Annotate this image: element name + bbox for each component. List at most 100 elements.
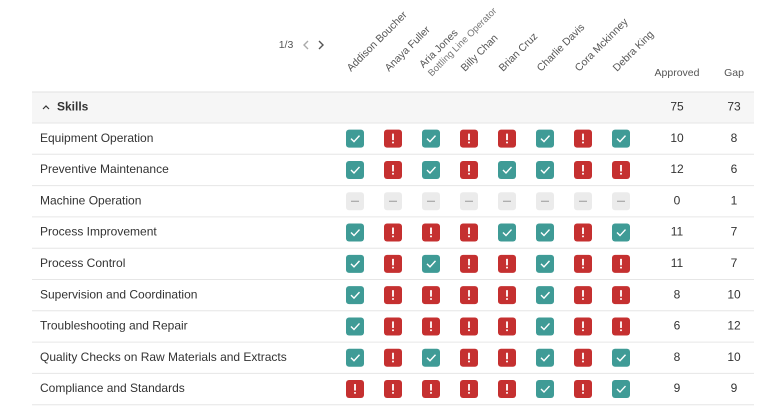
alert-dot [506, 360, 508, 363]
status-icon[interactable] [536, 192, 554, 211]
status-icon[interactable] [346, 380, 364, 399]
status-icon[interactable] [460, 160, 478, 179]
status-icon[interactable] [422, 254, 440, 273]
status-icon[interactable] [612, 192, 630, 211]
alert-dot [620, 172, 622, 175]
status-icon[interactable] [612, 160, 630, 179]
status-icon[interactable] [574, 160, 592, 179]
status-icon[interactable] [574, 254, 592, 273]
alert-bar [354, 384, 356, 391]
status-icon[interactable] [384, 380, 402, 399]
status-icon[interactable] [422, 223, 440, 242]
status-icon[interactable] [422, 160, 440, 179]
status-icon[interactable] [574, 286, 592, 305]
status-icon[interactable] [536, 254, 554, 273]
status-icon[interactable] [384, 317, 402, 336]
status-icon[interactable] [384, 223, 402, 242]
status-icon[interactable] [422, 380, 440, 399]
status-icon[interactable] [346, 348, 364, 367]
status-icon[interactable] [536, 317, 554, 336]
status-icon[interactable] [612, 254, 630, 273]
alert-bar [468, 384, 470, 391]
status-icon[interactable] [498, 380, 516, 399]
status-icon[interactable] [536, 160, 554, 179]
status-icon[interactable] [346, 223, 364, 242]
status-icon[interactable] [346, 317, 364, 336]
status-icon[interactable] [574, 129, 592, 148]
status-icon[interactable] [346, 286, 364, 305]
status-box [498, 223, 516, 242]
person-header[interactable]: Brian Cruz [497, 31, 541, 75]
status-icon[interactable] [536, 223, 554, 242]
status-icon[interactable] [460, 317, 478, 336]
status-icon[interactable] [498, 348, 516, 367]
status-icon[interactable] [422, 192, 440, 211]
status-icon[interactable] [460, 223, 478, 242]
status-icon[interactable] [536, 380, 554, 399]
status-icon[interactable] [346, 129, 364, 148]
status-icon[interactable] [612, 223, 630, 242]
status-box [536, 129, 554, 148]
alert-dot [430, 297, 432, 300]
status-icon[interactable] [384, 192, 402, 211]
status-box [422, 129, 440, 148]
status-icon[interactable] [612, 286, 630, 305]
alert-dot [582, 141, 584, 144]
alert-dot [506, 297, 508, 300]
status-icon[interactable] [460, 380, 478, 399]
alert-bar [582, 227, 584, 235]
status-icon[interactable] [384, 160, 402, 179]
alert-dot [392, 172, 394, 175]
status-icon[interactable] [612, 129, 630, 148]
alert-dot [468, 266, 470, 269]
status-icon[interactable] [460, 129, 478, 148]
status-icon[interactable] [384, 348, 402, 367]
collapse-toggle[interactable] [42, 105, 50, 110]
status-icon[interactable] [574, 192, 592, 211]
status-icon[interactable] [346, 192, 364, 211]
status-icon[interactable] [460, 286, 478, 305]
status-icon[interactable] [422, 348, 440, 367]
status-icon[interactable] [498, 317, 516, 336]
status-icon[interactable] [574, 380, 592, 399]
approved-count: 0 [674, 193, 681, 207]
status-icon[interactable] [536, 348, 554, 367]
alert-bar [582, 290, 584, 297]
status-icon[interactable] [574, 348, 592, 367]
status-icon[interactable] [422, 317, 440, 336]
status-icon[interactable] [498, 254, 516, 273]
status-icon[interactable] [460, 192, 478, 211]
status-icon[interactable] [384, 286, 402, 305]
status-icon[interactable] [612, 317, 630, 336]
prev-page[interactable] [303, 40, 309, 50]
alert-bar [468, 321, 470, 328]
status-icon[interactable] [460, 348, 478, 367]
status-icon[interactable] [536, 286, 554, 305]
status-icon[interactable] [384, 254, 402, 273]
status-icon[interactable] [612, 348, 630, 367]
status-icon[interactable] [384, 129, 402, 148]
alert-bar [506, 258, 508, 266]
status-icon[interactable] [460, 254, 478, 273]
next-page[interactable] [318, 40, 324, 50]
status-icon[interactable] [346, 254, 364, 273]
check-mark [350, 229, 361, 237]
status-icon[interactable] [498, 160, 516, 179]
status-icon[interactable] [422, 129, 440, 148]
status-icon[interactable] [498, 223, 516, 242]
status-icon[interactable] [498, 129, 516, 148]
status-icon[interactable] [536, 129, 554, 148]
alert-bar [392, 133, 394, 141]
status-icon[interactable] [422, 286, 440, 305]
status-icon[interactable] [574, 317, 592, 336]
status-icon[interactable] [574, 223, 592, 242]
status-icon[interactable] [612, 380, 630, 399]
check-mark [350, 322, 361, 331]
alert-dot [582, 329, 584, 332]
check-mark [350, 260, 361, 268]
status-icon[interactable] [498, 192, 516, 211]
status-icon[interactable] [346, 160, 364, 179]
status-icon[interactable] [498, 286, 516, 305]
alert-bar [430, 384, 432, 391]
status-box [612, 129, 630, 148]
